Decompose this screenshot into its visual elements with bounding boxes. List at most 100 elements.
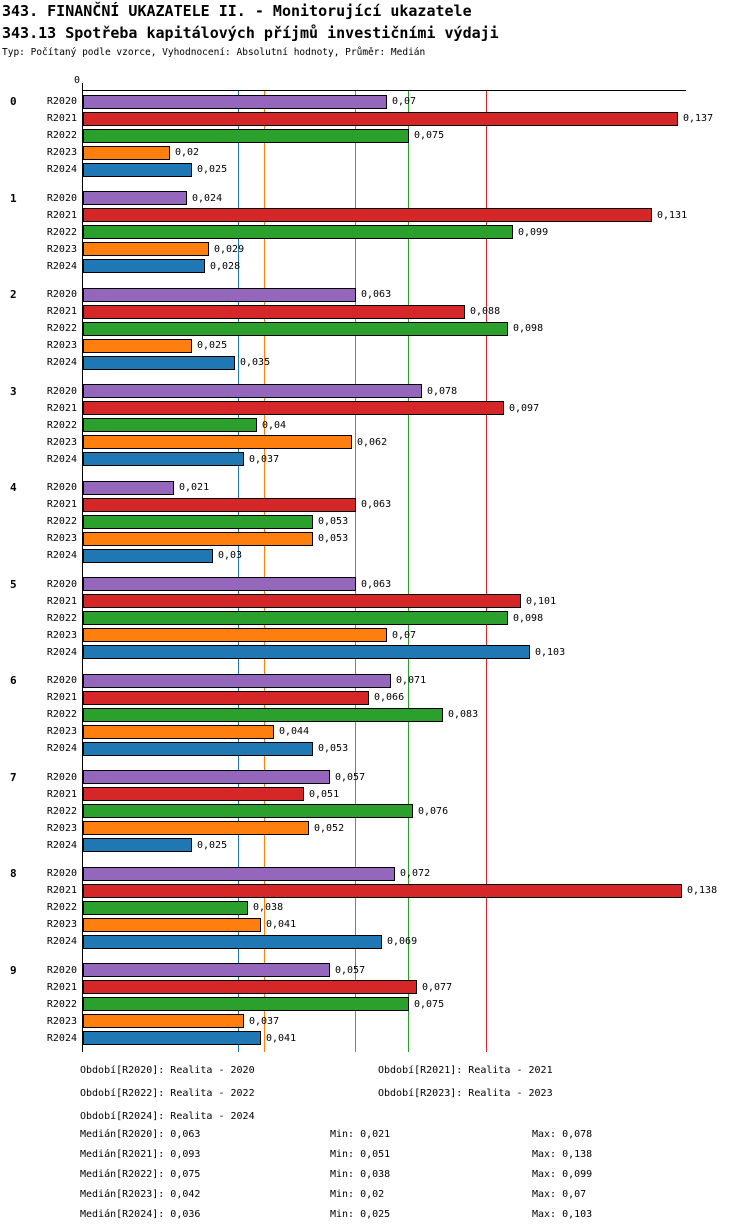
row-label: R2023 — [46, 629, 77, 641]
row-label: R2024 — [46, 646, 77, 658]
bar-row: R2020 0,057 — [0, 769, 750, 786]
bar-R2023 — [83, 724, 274, 739]
row-label: R2022 — [46, 709, 77, 720]
bar-R2021 — [83, 304, 465, 319]
bar-row: R2024 0,053 — [0, 740, 750, 757]
row-label: R2023 — [46, 726, 77, 737]
bar-R2024 — [83, 645, 530, 659]
value-label: 0,103 — [535, 646, 566, 658]
row-label: R2020 — [46, 96, 77, 107]
bar-row: R2022 0,075 — [0, 127, 750, 144]
median-line-R2024 — [238, 91, 239, 1052]
row-label: R2023 — [46, 243, 77, 255]
legend-max-entry: Max: 0,07 — [532, 1189, 587, 1200]
value-label: 0,075 — [414, 130, 445, 141]
value-label: 0,037 — [249, 1015, 280, 1027]
row-label: R2023 — [46, 822, 77, 834]
bar-group: 4 R2020 0,021 R2021 0,063 R2022 0,053 R2023 0,05… — [0, 479, 750, 564]
value-label: 0,069 — [387, 936, 418, 947]
value-label: 0,029 — [214, 243, 245, 255]
bar-R2023 — [83, 242, 209, 256]
value-label: 0,138 — [687, 885, 718, 896]
value-label: 0,083 — [448, 709, 479, 720]
legend-period-entry: Období[R2024]: Realita - 2024 — [80, 1111, 255, 1122]
bar-row: R2021 0,077 — [0, 979, 750, 996]
bar-R2020 — [83, 94, 387, 109]
value-label: 0,063 — [361, 578, 392, 590]
row-label: R2024 — [46, 550, 77, 561]
legend-period-entry: Období[R2022]: Realita - 2022 — [80, 1088, 255, 1099]
legend-max-entry: Max: 0,099 — [532, 1169, 593, 1180]
row-label: R2022 — [46, 612, 77, 624]
legend-min-entry: Min: 0,02 — [330, 1189, 385, 1200]
bar-R2021 — [83, 787, 304, 801]
row-label: R2021 — [46, 306, 77, 317]
row-label: R2020 — [46, 964, 77, 976]
bar-R2024 — [83, 741, 313, 756]
value-label: 0,097 — [509, 402, 540, 414]
bar-R2024 — [83, 355, 235, 370]
bar-R2020 — [83, 866, 395, 881]
row-label: R2020 — [46, 675, 77, 686]
bar-group: 3 R2020 0,078 R2021 0,097 R2022 0,04 R2023 0,062… — [0, 383, 750, 468]
bar-R2023 — [83, 338, 192, 353]
legend-median-entry: Medián[R2020]: 0,063 — [80, 1129, 201, 1140]
value-label: 0,101 — [526, 595, 557, 607]
bar-row: R2020 0,021 — [0, 479, 750, 496]
bar-row: R2023 0,044 — [0, 723, 750, 740]
row-label: R2021 — [46, 692, 77, 703]
group-label: 6 — [10, 674, 17, 687]
row-label: R2020 — [46, 771, 77, 783]
bar-row: R2021 0,088 — [0, 303, 750, 320]
bar-row: R2022 0,083 — [0, 706, 750, 723]
row-label: R2022 — [46, 998, 77, 1010]
row-label: R2021 — [46, 499, 77, 510]
group-label: 2 — [10, 288, 17, 301]
bar-R2024 — [83, 162, 192, 177]
bar-row: R2022 0,099 — [0, 224, 750, 241]
bar-group: 5 R2020 0,063 R2021 0,101 R2022 0,098 R2023 0,07… — [0, 576, 750, 661]
bar-group: 7 R2020 0,057 R2021 0,051 R2022 0,076 R2023 0,05… — [0, 769, 750, 854]
value-label: 0,057 — [335, 964, 366, 976]
bar-group: 9 R2020 0,057 R2021 0,077 R2022 0,075 R2023 0,03… — [0, 962, 750, 1047]
bar-R2020 — [83, 673, 391, 688]
row-label: R2024 — [46, 936, 77, 947]
value-label: 0,038 — [253, 902, 284, 913]
value-label: 0,04 — [262, 419, 287, 431]
row-label: R2024 — [46, 453, 77, 465]
bar-R2020 — [83, 577, 356, 591]
value-label: 0,035 — [240, 357, 271, 368]
row-label: R2023 — [46, 533, 77, 544]
bar-R2022 — [83, 225, 513, 239]
row-label: R2022 — [46, 805, 77, 817]
bar-R2020 — [83, 480, 174, 495]
legend-median-entry: Medián[R2023]: 0,042 — [80, 1189, 201, 1200]
row-label: R2024 — [46, 164, 77, 175]
group-label: 7 — [10, 770, 17, 784]
row-label: R2020 — [46, 482, 77, 493]
group-label: 9 — [10, 963, 17, 977]
value-label: 0,063 — [361, 499, 392, 510]
bar-group: 6 R2020 0,071 R2021 0,066 R2022 0,083 R2023 0,04… — [0, 672, 750, 757]
median-line-R2023 — [264, 91, 265, 1052]
group-label: 4 — [10, 481, 17, 494]
bar-chart: 0 0 R2020 0,07 R2021 0,137 R2022 0,075 R2023 0,0… — [0, 75, 750, 1052]
value-label: 0,077 — [422, 981, 453, 993]
axis-zero-label: 0 — [73, 75, 80, 86]
bar-row: R2022 0,04 — [0, 417, 750, 434]
row-label: R2022 — [46, 226, 77, 238]
row-label: R2020 — [46, 289, 77, 300]
value-label: 0,057 — [335, 771, 366, 783]
value-label: 0,021 — [179, 482, 210, 493]
bar-R2021 — [83, 594, 521, 608]
bar-row: R2023 0,041 — [0, 916, 750, 933]
bar-row: R2024 0,103 — [0, 644, 750, 661]
row-label: R2024 — [46, 357, 77, 368]
bar-R2022 — [83, 418, 257, 432]
x-axis-line — [82, 90, 686, 91]
bar-R2020 — [83, 287, 356, 302]
bar-row: R2024 0,028 — [0, 258, 750, 275]
value-label: 0,051 — [309, 788, 340, 800]
value-label: 0,063 — [361, 289, 392, 300]
row-label: R2021 — [46, 595, 77, 607]
